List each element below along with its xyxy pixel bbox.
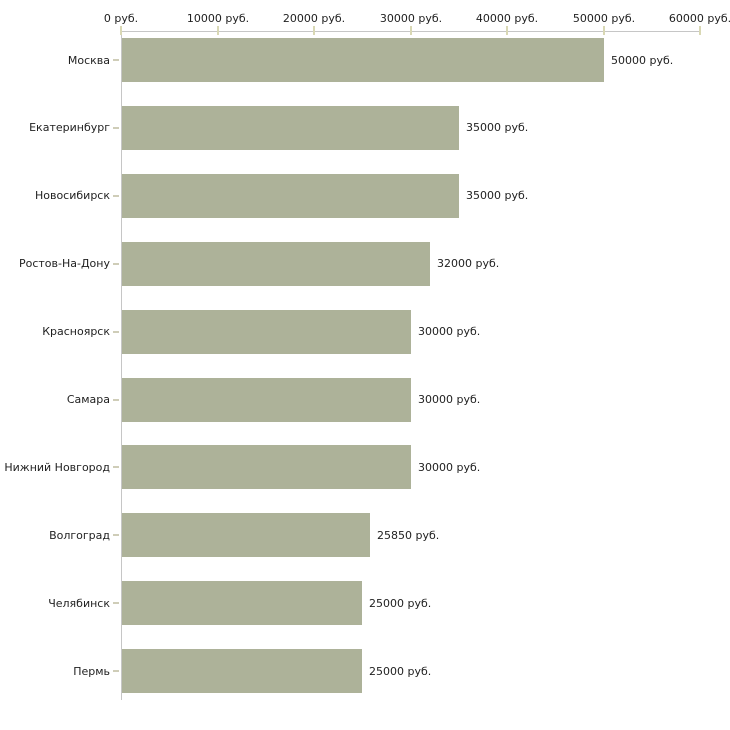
x-axis-tick-label: 10000 руб. bbox=[186, 12, 250, 25]
x-axis-tick bbox=[410, 26, 412, 35]
y-axis-line bbox=[121, 31, 122, 700]
category-label: Красноярск bbox=[42, 325, 110, 338]
x-axis-tick-label: 20000 руб. bbox=[282, 12, 346, 25]
x-axis-tick bbox=[120, 26, 122, 35]
y-axis-tick bbox=[113, 602, 119, 604]
value-label: 25850 руб. bbox=[377, 529, 440, 542]
x-axis-tick-label: 60000 руб. bbox=[668, 12, 730, 25]
y-axis-tick bbox=[113, 195, 119, 197]
x-axis-tick bbox=[699, 26, 701, 35]
y-axis-tick bbox=[113, 331, 119, 333]
x-axis-tick bbox=[506, 26, 508, 35]
x-axis-tick bbox=[313, 26, 315, 35]
x-axis-tick-label: 30000 руб. bbox=[379, 12, 443, 25]
bar bbox=[122, 310, 411, 354]
x-axis-tick bbox=[603, 26, 605, 35]
bar bbox=[122, 242, 430, 286]
value-label: 25000 руб. bbox=[369, 597, 432, 610]
category-label: Москва bbox=[67, 54, 110, 67]
category-label: Волгоград bbox=[49, 529, 110, 542]
bar bbox=[122, 445, 411, 489]
y-axis-tick bbox=[113, 466, 119, 468]
value-label: 35000 руб. bbox=[466, 189, 529, 202]
bar bbox=[122, 581, 362, 625]
category-label: Екатеринбург bbox=[29, 121, 110, 134]
category-label: Самара bbox=[66, 393, 110, 406]
category-label: Пермь bbox=[73, 665, 110, 678]
value-label: 32000 руб. bbox=[437, 257, 500, 270]
x-axis-tick-label: 50000 руб. bbox=[572, 12, 636, 25]
bar bbox=[122, 378, 411, 422]
category-label: Ростов-На-Дону bbox=[18, 257, 110, 270]
y-axis-tick bbox=[113, 534, 119, 536]
value-label: 25000 руб. bbox=[369, 665, 432, 678]
bar bbox=[122, 649, 362, 693]
y-axis-tick bbox=[113, 399, 119, 401]
bar bbox=[122, 38, 604, 82]
category-label: Нижний Новгород bbox=[4, 461, 110, 474]
y-axis-tick bbox=[113, 59, 119, 61]
bar bbox=[122, 513, 370, 557]
x-axis-tick bbox=[217, 26, 219, 35]
bar bbox=[122, 174, 459, 218]
value-label: 30000 руб. bbox=[418, 461, 481, 474]
bar bbox=[122, 106, 459, 150]
y-axis-tick bbox=[113, 670, 119, 672]
value-label: 50000 руб. bbox=[611, 54, 674, 67]
y-axis-tick bbox=[113, 263, 119, 265]
value-label: 30000 руб. bbox=[418, 393, 481, 406]
x-axis-tick-label: 40000 руб. bbox=[475, 12, 539, 25]
category-label: Челябинск bbox=[48, 597, 110, 610]
x-axis-tick-label: 0 руб. bbox=[103, 12, 139, 25]
category-label: Новосибирск bbox=[34, 189, 110, 202]
value-label: 35000 руб. bbox=[466, 121, 529, 134]
y-axis-tick bbox=[113, 127, 119, 129]
value-label: 30000 руб. bbox=[418, 325, 481, 338]
